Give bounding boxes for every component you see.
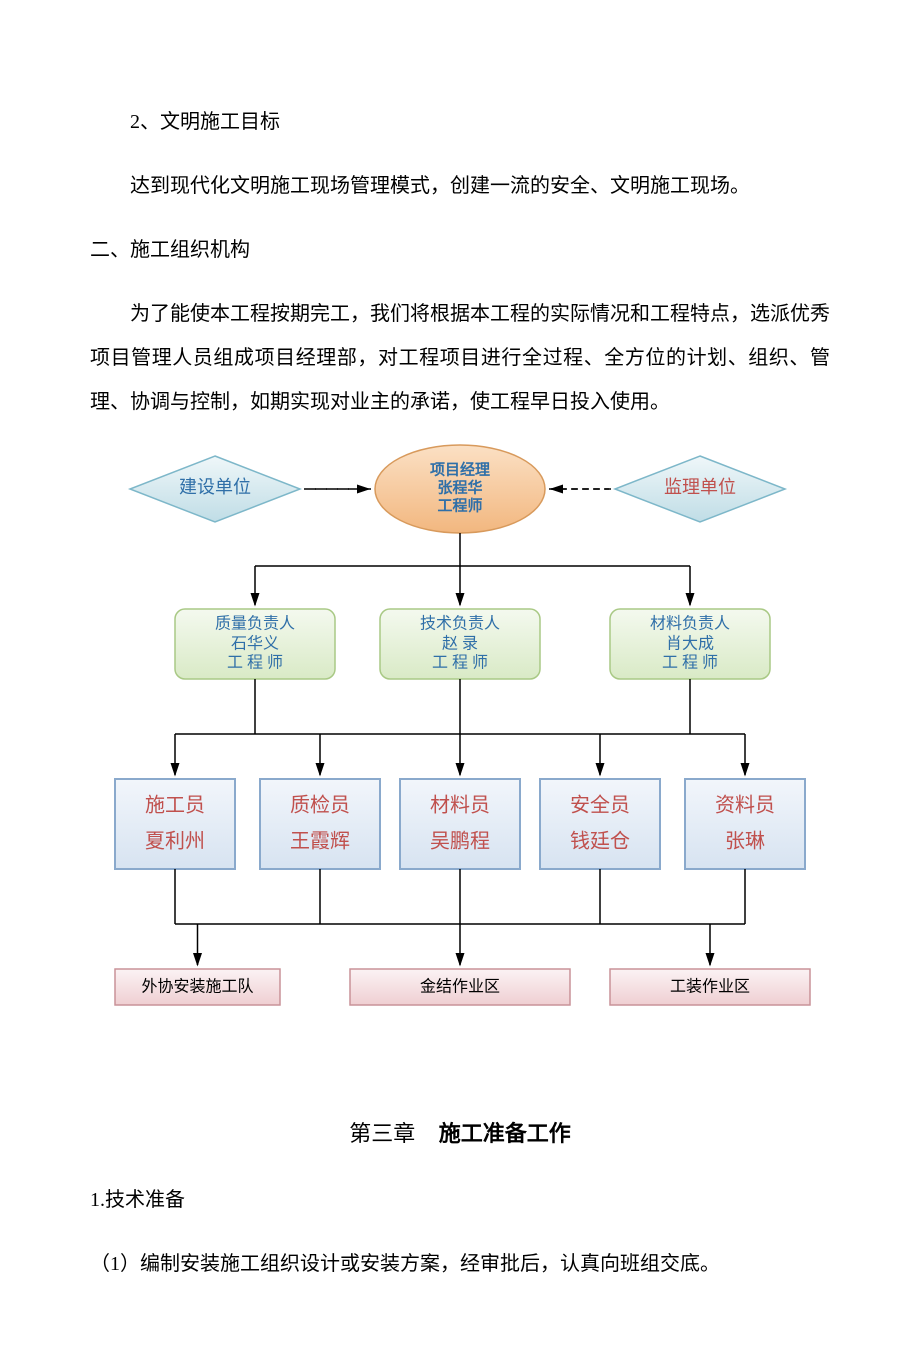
- svg-text:吴鹏程: 吴鹏程: [430, 830, 490, 853]
- svg-text:肖大成: 肖大成: [666, 635, 714, 653]
- tech-prep-heading: 1.技术准备: [90, 1178, 830, 1222]
- svg-text:安全员: 安全员: [570, 794, 630, 817]
- svg-text:石华义: 石华义: [231, 635, 279, 653]
- svg-text:工 程 师: 工 程 师: [432, 654, 488, 672]
- org-paragraph: 为了能使本工程按期完工，我们将根据本工程的实际情况和工程特点，选派优秀项目管理人…: [90, 292, 830, 424]
- org-chart: 建设单位监理单位项目经理张程华工程师质量负责人石华义工 程 师技术负责人赵 录工…: [90, 434, 830, 1070]
- svg-text:工程师: 工程师: [437, 496, 482, 514]
- svg-text:工 程 师: 工 程 师: [227, 654, 283, 672]
- svg-text:外协安装施工队: 外协安装施工队: [141, 978, 253, 996]
- svg-text:项目经理: 项目经理: [430, 460, 490, 478]
- svg-text:工 程 师: 工 程 师: [662, 654, 718, 672]
- svg-text:张程华: 张程华: [437, 478, 482, 496]
- tech-prep-item-1: （1）编制安装施工组织设计或安装方案，经审批后，认真向班组交底。: [90, 1242, 830, 1286]
- svg-text:材料员: 材料员: [430, 794, 490, 817]
- svg-text:质量负责人: 质量负责人: [215, 615, 295, 633]
- svg-text:监理单位: 监理单位: [664, 477, 736, 497]
- svg-text:钱廷仓: 钱廷仓: [570, 830, 630, 853]
- chapter-title: 第三章 施工准备工作: [90, 1110, 830, 1158]
- svg-text:技术负责人: 技术负责人: [420, 615, 500, 633]
- svg-text:张琳: 张琳: [725, 830, 765, 853]
- goal-heading: 2、文明施工目标: [90, 100, 830, 144]
- svg-text:施工员: 施工员: [145, 794, 205, 817]
- svg-text:质检员: 质检员: [290, 794, 350, 817]
- svg-text:建设单位: 建设单位: [179, 477, 251, 497]
- svg-text:夏利州: 夏利州: [145, 830, 205, 853]
- svg-text:王霞辉: 王霞辉: [290, 830, 350, 853]
- chapter-number: 第三章: [349, 1121, 415, 1146]
- svg-text:工装作业区: 工装作业区: [670, 978, 750, 996]
- org-heading: 二、施工组织机构: [90, 228, 830, 272]
- goal-text: 达到现代化文明施工现场管理模式，创建一流的安全、文明施工现场。: [90, 164, 830, 208]
- svg-text:资料员: 资料员: [715, 794, 775, 817]
- svg-text:赵 录: 赵 录: [442, 635, 478, 653]
- chapter-name: 施工准备工作: [439, 1121, 571, 1146]
- svg-text:金结作业区: 金结作业区: [420, 978, 500, 996]
- svg-text:材料负责人: 材料负责人: [650, 615, 730, 633]
